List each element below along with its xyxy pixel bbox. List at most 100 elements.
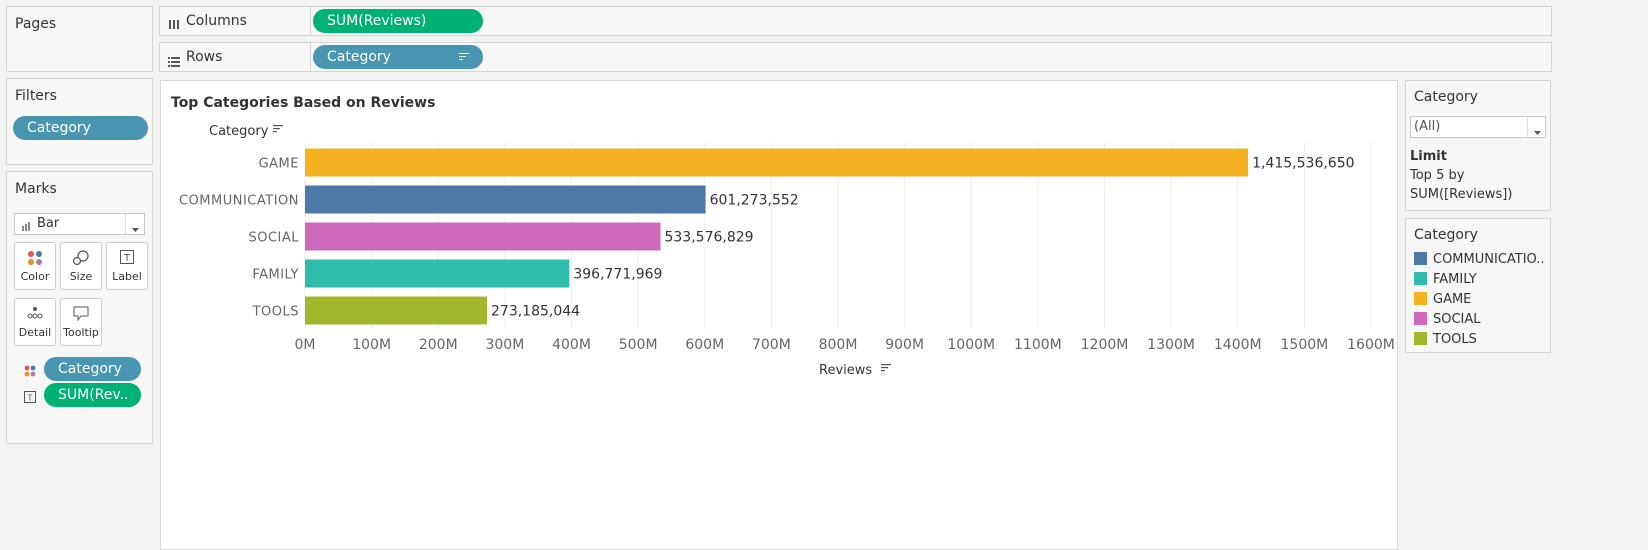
filter-card-title: Category <box>1414 89 1478 105</box>
marks-size-label: Size <box>69 270 93 283</box>
category-label[interactable]: TOOLS <box>252 305 299 320</box>
rows-shelf[interactable]: Rows Category <box>159 42 1552 72</box>
marks-title: Marks <box>15 181 57 197</box>
sort-icon[interactable] <box>273 125 283 133</box>
x-tick-label: 1000M <box>947 337 995 353</box>
category-filter-card[interactable]: Category (All) Limit Top 5 by SUM([Revie… <box>1405 80 1551 211</box>
columns-pill-sum-reviews[interactable]: SUM(Reviews) <box>313 9 483 33</box>
rows-icon <box>168 52 180 67</box>
columns-label: Columns <box>186 13 247 29</box>
sort-icon[interactable] <box>881 364 891 372</box>
bar[interactable] <box>305 185 706 214</box>
marks-detail-button[interactable]: Detail <box>14 298 56 346</box>
columns-pill-label: SUM(Reviews) <box>327 13 427 29</box>
mark-type-select[interactable]: Bar <box>14 213 145 235</box>
limit-line-1: Top 5 by <box>1410 168 1465 183</box>
marks-card[interactable]: Marks Bar Color Size T Label Detail <box>6 171 153 444</box>
x-tick-label: 700M <box>752 337 791 353</box>
svg-text:T: T <box>27 394 33 403</box>
marks-detail-label: Detail <box>18 326 52 339</box>
bar-chart: Top Categories Based on Reviews Category… <box>171 95 1395 378</box>
label-icon: T <box>107 250 147 266</box>
legend-label: COMMUNICATIO.. <box>1433 252 1545 267</box>
legend-item[interactable]: FAMILY <box>1414 272 1477 287</box>
marks-tooltip-button[interactable]: Tooltip <box>60 298 102 346</box>
marks-pill-sum-label: SUM(Rev.. <box>58 387 129 403</box>
filters-title: Filters <box>15 88 57 104</box>
marks-label-button[interactable]: T Label <box>106 242 148 290</box>
legend-swatch <box>1414 312 1427 325</box>
legend-swatch <box>1414 272 1427 285</box>
legend-label: FAMILY <box>1433 272 1477 287</box>
marks-label-label: Label <box>112 270 142 283</box>
x-tick-label: 1600M <box>1347 337 1395 353</box>
columns-icon <box>168 15 180 29</box>
legend-item[interactable]: SOCIAL <box>1414 312 1481 327</box>
marks-tooltip-label: Tooltip <box>63 326 99 339</box>
worksheet-view[interactable]: Top Categories Based on Reviews Category… <box>160 80 1398 550</box>
x-tick-label: 1200M <box>1081 337 1129 353</box>
rows-label: Rows <box>186 49 223 65</box>
sort-icon <box>459 53 469 61</box>
x-tick-label: 200M <box>419 337 458 353</box>
legend-swatch <box>1414 332 1427 345</box>
columns-shelf[interactable]: Columns SUM(Reviews) <box>159 6 1552 36</box>
x-tick-label: 1300M <box>1147 337 1195 353</box>
x-tick-label: 0M <box>295 337 316 353</box>
legend-swatch <box>1414 292 1427 305</box>
marks-size-button[interactable]: Size <box>60 242 102 290</box>
marks-pill-category-label: Category <box>58 361 122 377</box>
data-label: 601,273,552 <box>710 193 799 209</box>
filter-pill-category[interactable]: Category <box>13 116 148 140</box>
svg-text:T: T <box>123 253 131 264</box>
x-tick-label: 300M <box>485 337 524 353</box>
chevron-down-icon <box>1534 125 1541 140</box>
category-label[interactable]: SOCIAL <box>248 231 299 246</box>
x-axis-title[interactable]: Reviews <box>819 363 872 378</box>
data-label: 396,771,969 <box>573 267 662 283</box>
marks-pill-category[interactable]: Category <box>44 357 141 381</box>
legend-item[interactable]: TOOLS <box>1414 332 1477 347</box>
left-sidebar-gutter <box>6 450 153 543</box>
filters-card[interactable]: Filters Category <box>6 78 153 165</box>
category-label[interactable]: FAMILY <box>252 268 299 283</box>
marks-pill-sum-reviews[interactable]: SUM(Rev.. <box>44 383 141 407</box>
x-tick-label: 900M <box>885 337 924 353</box>
tooltip-icon <box>61 306 101 322</box>
x-tick-label: 400M <box>552 337 591 353</box>
detail-icon <box>15 306 55 322</box>
x-tick-label: 600M <box>685 337 724 353</box>
legend-label: GAME <box>1433 292 1472 307</box>
rows-pill-label: Category <box>327 49 391 65</box>
x-tick-label: 1400M <box>1214 337 1262 353</box>
bar[interactable] <box>305 259 570 288</box>
data-label: 1,415,536,650 <box>1252 156 1354 172</box>
legend-item[interactable]: GAME <box>1414 292 1471 307</box>
bar[interactable] <box>305 296 488 325</box>
label-icon: T <box>24 388 36 407</box>
color-legend-card[interactable]: Category COMMUNICATIO.. FAMILY GAME SOCIAL T… <box>1405 218 1551 353</box>
filter-pill-label: Category <box>27 120 91 136</box>
mark-type-value: Bar <box>37 216 60 231</box>
category-label[interactable]: COMMUNICATION <box>179 194 299 209</box>
bar-chart-icon <box>22 220 32 235</box>
rows-pill-category[interactable]: Category <box>313 45 483 69</box>
color-icon <box>15 250 55 266</box>
legend-swatch <box>1414 252 1427 265</box>
bar[interactable] <box>305 148 1249 177</box>
marks-color-button[interactable]: Color <box>14 242 56 290</box>
category-filter-value: (All) <box>1414 119 1441 134</box>
category-label[interactable]: GAME <box>259 157 299 172</box>
x-tick-label: 800M <box>819 337 858 353</box>
category-filter-dropdown[interactable]: (All) <box>1410 116 1546 138</box>
bar[interactable] <box>305 222 661 251</box>
data-label: 273,185,044 <box>491 304 580 320</box>
pages-card[interactable]: Pages <box>6 6 153 72</box>
pages-title: Pages <box>15 16 57 32</box>
legend-title: Category <box>1414 227 1478 243</box>
x-tick-label: 1100M <box>1014 337 1062 353</box>
legend-item[interactable]: COMMUNICATIO.. <box>1414 252 1545 267</box>
legend-label: TOOLS <box>1433 332 1477 347</box>
x-tick-label: 1500M <box>1281 337 1329 353</box>
y-axis-title[interactable]: Category <box>209 124 269 139</box>
